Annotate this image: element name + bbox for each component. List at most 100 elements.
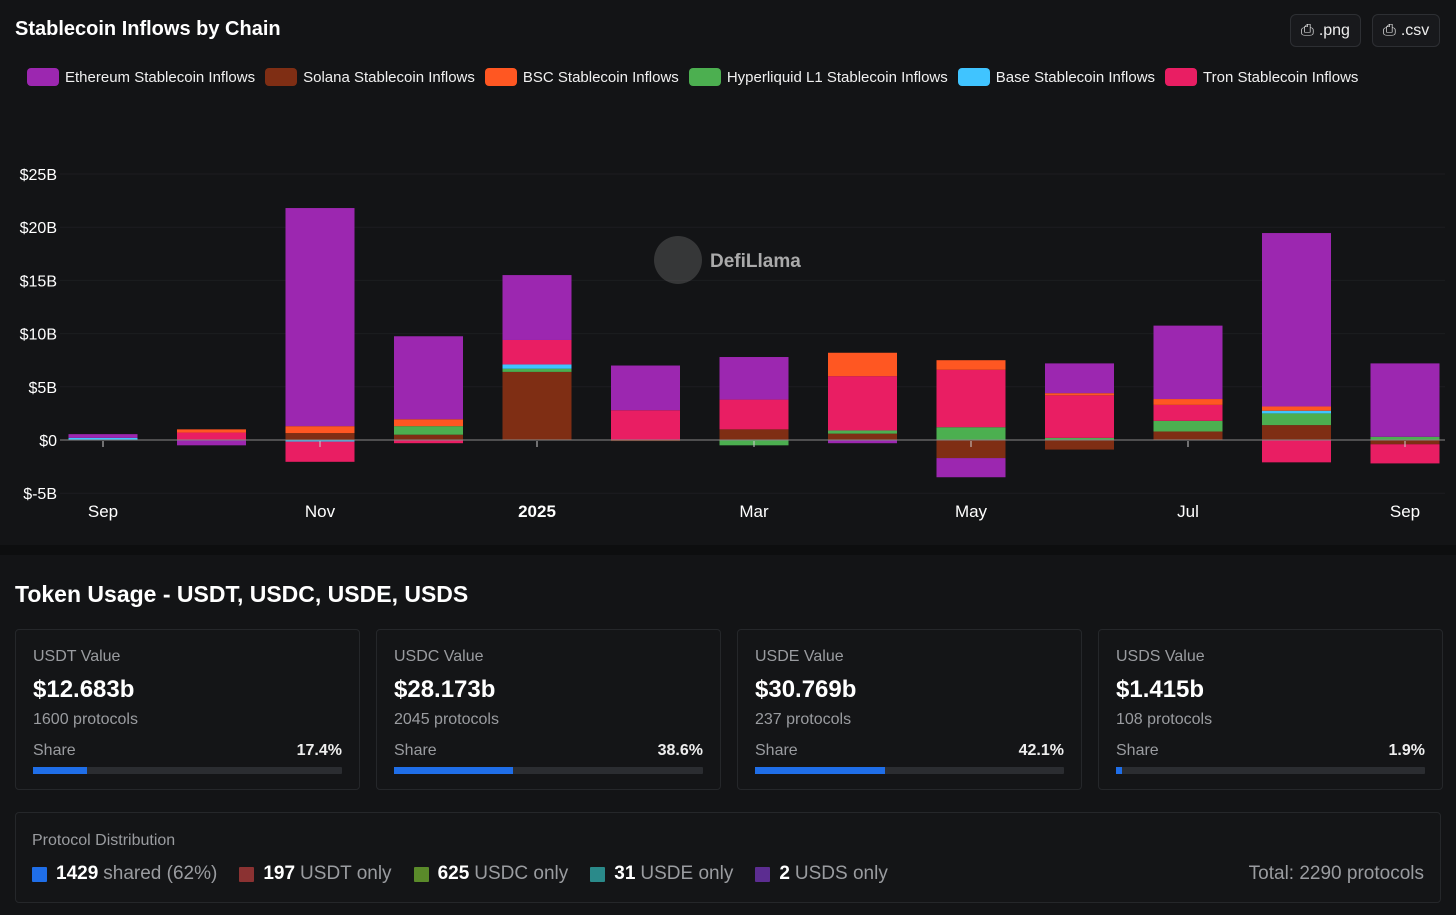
bar-segment-solana[interactable]	[611, 440, 680, 442]
bar-segment-tron[interactable]	[394, 440, 463, 444]
bar-segment-tron[interactable]	[719, 399, 789, 430]
bar-chart: $25B $20B $15B $10B $5B $0 $-5B Sep Nov 2025 Mar Ma…	[20, 167, 1445, 521]
legend-swatch	[265, 68, 298, 86]
share-percent: 38.6%	[657, 742, 703, 759]
bar-segment-ethereum[interactable]	[68, 434, 138, 438]
bar-segment-solana[interactable]	[394, 434, 463, 440]
y-tick-label: $25B	[20, 167, 57, 184]
defillama-watermark	[654, 236, 702, 284]
bar-segment-solana[interactable]	[936, 440, 1006, 459]
bar-segment-solana[interactable]	[1045, 440, 1114, 450]
bar-segment-tron[interactable]	[177, 432, 246, 440]
bar-segment-bsc[interactable]	[1153, 399, 1223, 405]
description: USDS only	[794, 863, 888, 884]
bar-segment-solana[interactable]	[502, 371, 572, 440]
bar-segment-ethereum[interactable]	[1045, 363, 1114, 394]
bar-segment-bsc[interactable]	[828, 352, 897, 377]
bar-segment-tron[interactable]	[1153, 404, 1223, 421]
bar-segment-ethereum[interactable]	[177, 440, 246, 446]
y-tick-label: $20B	[20, 220, 57, 237]
bar-segment-hyperliquid[interactable]	[1045, 437, 1114, 440]
download-png-button[interactable]: ⎙ .png	[1290, 14, 1361, 47]
watermark-text: DefiLlama	[710, 251, 801, 272]
bar-segment-hyperliquid[interactable]	[394, 426, 463, 435]
bar-segment-hyperliquid[interactable]	[1153, 420, 1223, 432]
bar-segment-ethereum[interactable]	[285, 208, 355, 427]
bar-segment-base[interactable]	[1262, 410, 1331, 414]
bar-segment-tron[interactable]	[1370, 444, 1440, 464]
bar-segment-ethereum[interactable]	[1262, 233, 1331, 407]
token-usage-panel: Token Usage - USDT, USDC, USDE, USDS USD…	[0, 555, 1456, 915]
card-label: USDT Value	[33, 648, 121, 665]
color-swatch	[413, 866, 429, 882]
bar-segment-ethereum[interactable]	[828, 440, 897, 444]
bar-segment-base[interactable]	[68, 437, 138, 440]
x-tick-label: Mar	[739, 502, 769, 521]
bar-segment-ethereum[interactable]	[936, 458, 1006, 478]
legend-item[interactable]: Solana Stablecoin Inflows	[265, 68, 475, 86]
bar-segment-hyperliquid[interactable]	[936, 427, 1006, 440]
bar-segment-ethereum[interactable]	[502, 275, 572, 340]
share-label: Share	[33, 742, 76, 759]
bar-segment-tron[interactable]	[1262, 440, 1331, 463]
legend-label: Solana Stablecoin Inflows	[303, 68, 475, 86]
legend-label: Hyperliquid L1 Stablecoin Inflows	[726, 68, 948, 86]
bar-segment-base[interactable]	[502, 364, 572, 369]
bar-segment-bsc[interactable]	[1045, 393, 1114, 396]
bar-segment-tron[interactable]	[285, 441, 355, 462]
bar-segment-solana[interactable]	[285, 433, 355, 440]
card-protocols: 1600 protocols	[33, 711, 138, 728]
bar-segment-hyperliquid[interactable]	[1370, 436, 1440, 440]
bar-segment-ethereum[interactable]	[1153, 325, 1223, 400]
bar-segment-hyperliquid[interactable]	[828, 430, 897, 434]
legend-swatch	[484, 68, 517, 86]
bar-segment-tron[interactable]	[936, 369, 1006, 428]
card-protocols: 237 protocols	[755, 711, 852, 728]
bar-segment-tron[interactable]	[502, 339, 572, 365]
legend-swatch	[27, 68, 59, 86]
download-csv-button[interactable]: ⎙ .csv	[1372, 14, 1441, 47]
bar-segment-ethereum[interactable]	[719, 357, 789, 400]
bar-segment-hyperliquid[interactable]	[1262, 413, 1331, 426]
card-label: USDE Value	[755, 648, 844, 665]
bar-segment-ethereum[interactable]	[394, 336, 463, 420]
y-tick-label: $10B	[20, 327, 57, 344]
chart-panel: Stablecoin Inflows by Chain ⎙ .png ⎙ .csv …	[15, 14, 1445, 521]
y-tick-label: $-5B	[23, 486, 57, 503]
bar-segment-ethereum[interactable]	[1370, 363, 1440, 437]
bar-segment-solana[interactable]	[1153, 431, 1223, 440]
legend-item[interactable]: BSC Stablecoin Inflows	[484, 68, 679, 86]
bar-segment-tron[interactable]	[611, 410, 680, 440]
description: USDT only	[300, 863, 392, 884]
bar-segment-tron[interactable]	[1045, 395, 1114, 438]
bar-segment-bsc[interactable]	[394, 419, 463, 427]
legend-item[interactable]: Base Stablecoin Inflows	[957, 68, 1155, 86]
x-tick-label: Sep	[1390, 502, 1420, 521]
legend-item[interactable]: Tron Stablecoin Inflows	[1165, 68, 1358, 86]
card-protocols: 108 protocols	[1116, 711, 1213, 728]
bar-segment-bsc[interactable]	[1262, 406, 1331, 411]
bar-segment-bsc[interactable]	[177, 429, 246, 433]
bar-segment-ethereum[interactable]	[611, 365, 680, 411]
bar-segment-solana[interactable]	[1262, 425, 1331, 440]
legend-swatch	[957, 68, 990, 86]
bar-segment-bsc[interactable]	[936, 360, 1006, 370]
distribution-item: 197 USDT only	[239, 863, 392, 885]
legend-label: Tron Stablecoin Inflows	[1203, 68, 1359, 86]
bar-segment-solana[interactable]	[719, 429, 789, 440]
legend-item[interactable]: Ethereum Stablecoin Inflows	[27, 68, 255, 86]
count: 31	[614, 863, 636, 884]
bar-segment-bsc[interactable]	[285, 426, 355, 434]
share-progress-bar	[755, 767, 1064, 774]
description: USDC only	[474, 863, 569, 884]
card-label: USDC Value	[394, 648, 484, 665]
bar-segment-base[interactable]	[285, 440, 355, 442]
legend-swatch	[688, 68, 721, 86]
legend-item[interactable]: Hyperliquid L1 Stablecoin Inflows	[688, 68, 948, 86]
bar-segment-tron[interactable]	[828, 376, 897, 431]
description: shared (62%)	[103, 863, 218, 884]
y-tick-label: $5B	[29, 380, 57, 397]
share-percent: 42.1%	[1018, 742, 1064, 759]
bar-segment-hyperliquid[interactable]	[502, 368, 572, 372]
bar-segment-solana[interactable]	[828, 433, 897, 440]
